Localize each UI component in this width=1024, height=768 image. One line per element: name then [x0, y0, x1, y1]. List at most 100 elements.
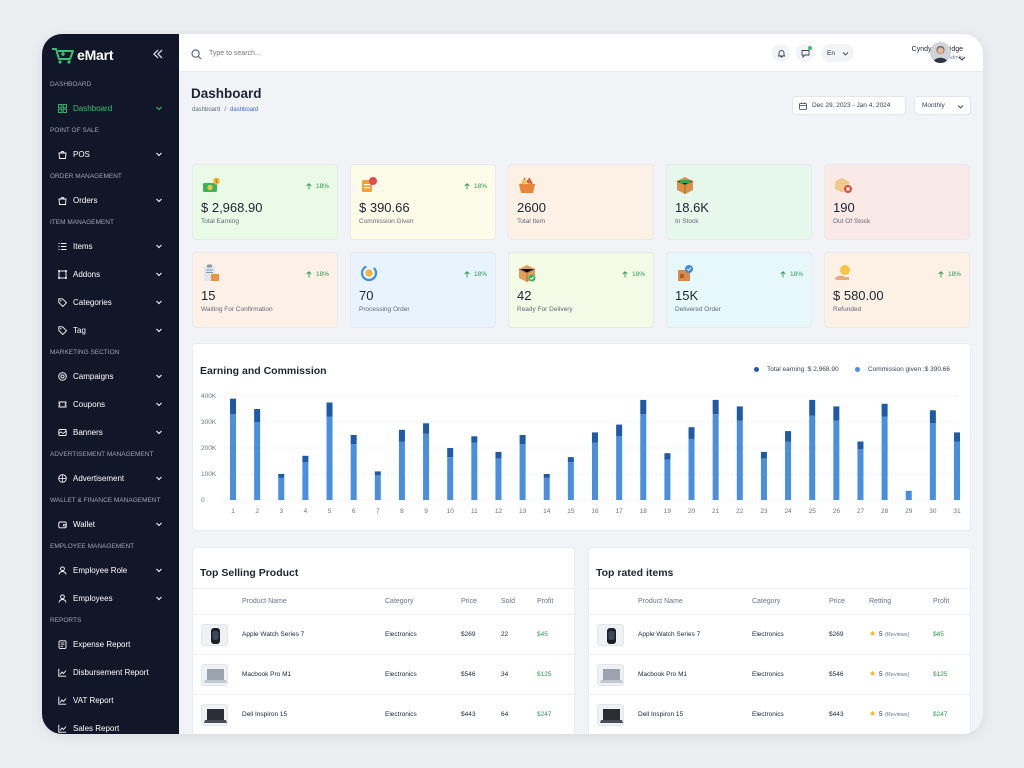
bar-commission[interactable]	[809, 415, 816, 501]
bar-earning[interactable]	[326, 402, 333, 417]
bar-commission[interactable]	[543, 477, 550, 500]
bar-earning[interactable]	[567, 457, 574, 463]
period-select[interactable]: Monthly	[914, 96, 971, 115]
sidebar-item-sales-report[interactable]: Sales Report	[42, 714, 179, 734]
sidebar-item-items[interactable]: Items	[42, 232, 179, 260]
column-header[interactable]: Category	[385, 598, 414, 605]
bar-earning[interactable]	[374, 471, 381, 476]
bar-commission[interactable]	[736, 420, 743, 500]
search-input[interactable]	[209, 46, 389, 60]
bar-earning[interactable]	[230, 398, 236, 415]
bar-commission[interactable]	[254, 422, 261, 500]
sidebar-item-campaigns[interactable]: Campaigns	[42, 362, 179, 390]
stat-card-total-item[interactable]: 2600 Total Item	[508, 164, 654, 240]
table-row[interactable]: Apple Watch Series 7 Electronics $269 22 $45	[193, 615, 574, 655]
bar-earning[interactable]	[254, 409, 261, 422]
bar-commission[interactable]	[302, 462, 309, 500]
column-header[interactable]: Price	[829, 598, 845, 605]
bar-commission[interactable]	[640, 414, 647, 500]
messages-button[interactable]	[796, 44, 814, 62]
column-header[interactable]: Price	[461, 598, 477, 605]
bar-commission[interactable]	[664, 459, 671, 500]
bar-earning[interactable]	[640, 399, 647, 415]
bar-earning[interactable]	[712, 399, 719, 415]
bar-commission[interactable]	[954, 441, 960, 501]
bar-earning[interactable]	[929, 410, 936, 424]
bar-earning[interactable]	[785, 431, 792, 442]
bar-commission[interactable]	[905, 491, 912, 500]
bar-commission[interactable]	[688, 438, 695, 500]
sidebar-item-dashboard[interactable]: Dashboard	[42, 94, 179, 122]
bar-commission[interactable]	[833, 420, 840, 500]
bar-commission[interactable]	[447, 457, 454, 500]
table-row[interactable]: Dell Inspiron 15 Electronics $443 64 $247	[193, 695, 574, 734]
stat-card-total-earning[interactable]: $18% $ 2,968.90 Total Earning	[192, 164, 338, 240]
bar-commission[interactable]	[592, 442, 598, 500]
sidebar-item-disbursement-report[interactable]: Disbursement Report	[42, 658, 179, 686]
bar-commission[interactable]	[857, 449, 864, 500]
sidebar-item-pos[interactable]: POS	[42, 140, 179, 168]
bar-commission[interactable]	[616, 436, 623, 500]
avatar[interactable]	[930, 42, 951, 63]
bar-earning[interactable]	[760, 451, 767, 459]
table-row[interactable]: Macbook Pro M1 Electronics $546 ★ 5 (Reviews)…	[589, 655, 970, 695]
bar-earning[interactable]	[905, 490, 912, 492]
sidebar-item-coupons[interactable]: Coupons	[42, 390, 179, 418]
column-header[interactable]: Sold	[501, 598, 516, 605]
bar-earning[interactable]	[302, 455, 309, 463]
bar-earning[interactable]	[447, 448, 454, 458]
bar-commission[interactable]	[398, 441, 405, 501]
sidebar-item-categories[interactable]: Categories	[42, 288, 179, 316]
table-row[interactable]: Dell Inspiron 15 Electronics $443 ★ 5 (Review…	[589, 695, 970, 734]
bar-commission[interactable]	[350, 444, 357, 500]
stat-card-refunded[interactable]: 18% $ 580.00 Refunded	[824, 252, 970, 328]
bar-commission[interactable]	[785, 441, 792, 501]
stat-card-commission-given[interactable]: 18% $ 390.66 Commission Given	[350, 164, 496, 240]
bar-commission[interactable]	[712, 414, 719, 500]
bar-commission[interactable]	[519, 444, 526, 500]
language-select[interactable]: En	[821, 44, 854, 62]
bar-earning[interactable]	[664, 453, 671, 460]
stat-card-delivered-order[interactable]: 18% 15K Delivered Order	[666, 252, 812, 328]
bar-commission[interactable]	[278, 477, 285, 500]
sidebar-item-wallet[interactable]: Wallet	[42, 510, 179, 538]
bar-earning[interactable]	[688, 427, 695, 439]
bar-earning[interactable]	[809, 399, 816, 416]
bar-commission[interactable]	[326, 416, 333, 500]
bar-earning[interactable]	[543, 474, 550, 478]
column-header[interactable]: Profit	[933, 598, 950, 605]
bar-commission[interactable]	[471, 442, 478, 500]
bar-earning[interactable]	[954, 432, 960, 442]
sidebar-item-banners[interactable]: Banners	[42, 418, 179, 446]
bar-commission[interactable]	[567, 462, 574, 500]
bar-earning[interactable]	[592, 432, 598, 443]
bar-commission[interactable]	[881, 416, 888, 500]
column-header[interactable]: Category	[752, 598, 781, 605]
bar-earning[interactable]	[471, 436, 478, 443]
bar-commission[interactable]	[760, 458, 767, 500]
bar-earning[interactable]	[423, 423, 430, 434]
column-header[interactable]: Retting	[869, 598, 892, 605]
stat-card-out-of-stock[interactable]: 190 Out Of Stock	[824, 164, 970, 240]
sidebar-item-expense-report[interactable]: Expense Report	[42, 630, 179, 658]
table-row[interactable]: Macbook Pro M1 Electronics $546 34 $125	[193, 655, 574, 695]
sidebar-item-employees[interactable]: Employees	[42, 584, 179, 612]
sidebar-item-employee-role[interactable]: Employee Role	[42, 556, 179, 584]
sidebar-item-orders[interactable]: Orders	[42, 186, 179, 214]
search-icon[interactable]	[191, 47, 202, 60]
bar-earning[interactable]	[616, 424, 623, 437]
date-range-picker[interactable]: Dec 29, 2023 - Jan 4, 2024	[792, 96, 906, 115]
sidebar-item-advertisement[interactable]: Advertisement	[42, 464, 179, 492]
bar-commission[interactable]	[495, 458, 502, 500]
bar-commission[interactable]	[423, 433, 430, 500]
bar-earning[interactable]	[495, 451, 502, 459]
bar-earning[interactable]	[350, 435, 357, 445]
sidebar-item-addons[interactable]: Addons	[42, 260, 179, 288]
stat-card-processing-order[interactable]: 18% 70 Processing Order	[350, 252, 496, 328]
stat-card-ready-for-delivery[interactable]: 18% 42 Ready For Delivery	[508, 252, 654, 328]
notification-button[interactable]	[772, 44, 790, 62]
stat-card-in-stock[interactable]: 18.6K In Stock	[666, 164, 812, 240]
column-header[interactable]: Profit	[537, 598, 554, 605]
user-menu-chevron-icon[interactable]	[958, 49, 966, 61]
column-header[interactable]: Product Name	[638, 598, 683, 605]
